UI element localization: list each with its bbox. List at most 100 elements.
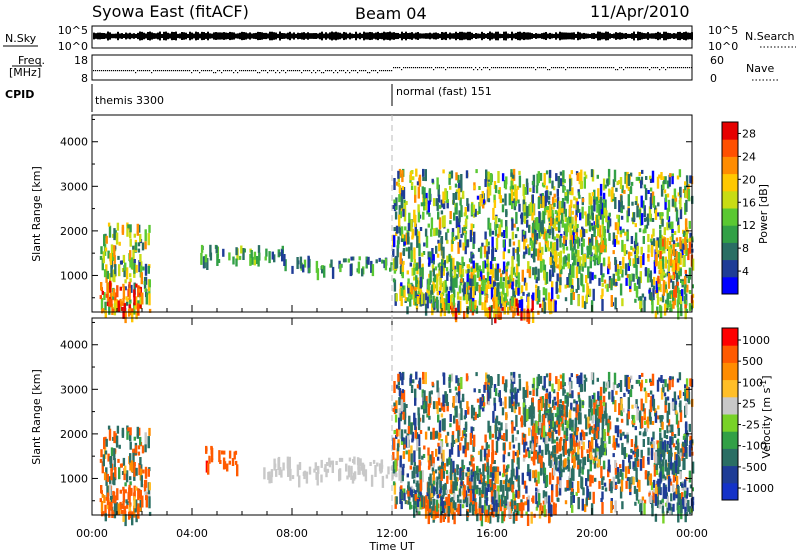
power-cell <box>551 196 555 205</box>
velocity-cell <box>590 408 594 421</box>
velocity-cell <box>533 513 536 518</box>
power-cell <box>500 219 503 228</box>
velocity-cell <box>511 391 514 404</box>
power-cell <box>403 285 406 294</box>
power-cell <box>596 248 599 253</box>
velocity-cell <box>626 413 629 426</box>
power-cell <box>493 294 496 303</box>
noise-trace-segment <box>437 33 439 39</box>
velocity-cell <box>662 384 665 393</box>
velocity-cell <box>662 379 666 384</box>
power-cell <box>687 189 691 201</box>
power-cell <box>491 236 494 249</box>
power-cell <box>627 262 630 271</box>
power-cell <box>642 253 645 266</box>
power-cell <box>626 231 629 240</box>
power-cell <box>106 282 109 295</box>
velocity-cell <box>466 511 469 516</box>
power-cell <box>617 269 620 281</box>
power-cell <box>542 211 546 224</box>
velocity-cell <box>110 501 113 510</box>
velocity-cell <box>296 464 300 477</box>
power-cell <box>570 292 573 305</box>
noise-trace-segment <box>345 32 347 40</box>
power-cell <box>568 275 571 288</box>
noise-trace-segment <box>113 33 115 39</box>
velocity-cell <box>645 419 649 424</box>
velocity-cell <box>136 426 139 439</box>
velocity-cell <box>400 491 404 500</box>
power-cell <box>569 264 572 277</box>
power-cell <box>501 204 505 213</box>
frequency-trace-point <box>161 70 163 72</box>
nave-tick-top: 60 <box>710 54 724 67</box>
power-cell <box>510 300 513 313</box>
velocity-cell <box>465 373 469 382</box>
power-cell <box>409 284 412 293</box>
velocity-cell <box>666 474 670 479</box>
power-cell <box>497 300 500 305</box>
velocity-cell <box>452 481 455 494</box>
power-cell <box>657 212 660 217</box>
power-cell <box>539 303 542 308</box>
velocity-cell <box>579 432 583 441</box>
power-cell <box>502 297 505 302</box>
power-cell <box>681 289 684 302</box>
power-cell <box>392 278 396 283</box>
frequency-trace-point <box>627 67 629 69</box>
velocity-cell <box>689 378 692 387</box>
power-cell <box>658 212 662 217</box>
power-cell <box>575 228 579 233</box>
power-cell <box>439 304 443 317</box>
power-cell <box>471 203 474 216</box>
velocity-cell <box>487 385 490 390</box>
power-cell <box>529 240 533 245</box>
frequency-trace-point <box>197 70 199 72</box>
noise-trace-segment <box>289 31 291 41</box>
power-cell <box>108 298 111 307</box>
power-cell <box>474 262 478 271</box>
power-cell <box>409 262 412 267</box>
velocity-cell <box>395 435 398 439</box>
velocity-cell <box>464 490 468 503</box>
power-cell <box>537 310 540 315</box>
power-cell <box>501 198 505 203</box>
velocity-cell <box>655 484 658 497</box>
power-cell <box>103 269 107 278</box>
velocity-cell <box>428 415 431 420</box>
power-cell <box>499 311 502 320</box>
frequency-trace-point <box>501 67 503 69</box>
velocity-cell <box>649 495 653 504</box>
velocity-cell <box>517 490 520 499</box>
power-cell <box>435 296 439 309</box>
power-cell <box>633 282 637 291</box>
power-cell <box>638 209 641 218</box>
velocity-cell <box>509 477 512 486</box>
power-cell <box>674 249 677 258</box>
power-cell <box>431 264 435 269</box>
power-cell <box>528 269 531 278</box>
power-cell <box>668 223 671 228</box>
velocity-cell <box>590 372 594 381</box>
velocity-cell <box>441 501 445 513</box>
velocity-cell <box>528 450 531 459</box>
velocity-cell <box>624 374 627 387</box>
velocity-cell <box>540 399 543 411</box>
noise-trace-segment <box>503 31 505 41</box>
velocity-cell <box>591 437 594 449</box>
power-cell <box>472 224 475 229</box>
frequency-trace-point <box>593 67 595 69</box>
velocity-cell <box>104 504 107 517</box>
velocity-cell <box>522 457 526 462</box>
velocity-cell <box>505 429 508 442</box>
power-cell <box>555 217 559 222</box>
frequency-trace-point <box>567 67 569 69</box>
noise-trace-segment <box>529 32 531 40</box>
velocity-cell <box>649 378 652 383</box>
frequency-trace-point <box>251 70 253 72</box>
power-cell <box>537 223 540 232</box>
frequency-trace-point <box>551 67 553 69</box>
power-cell <box>525 238 528 243</box>
velocity-cell <box>661 415 664 420</box>
velocity-cell <box>588 408 591 421</box>
